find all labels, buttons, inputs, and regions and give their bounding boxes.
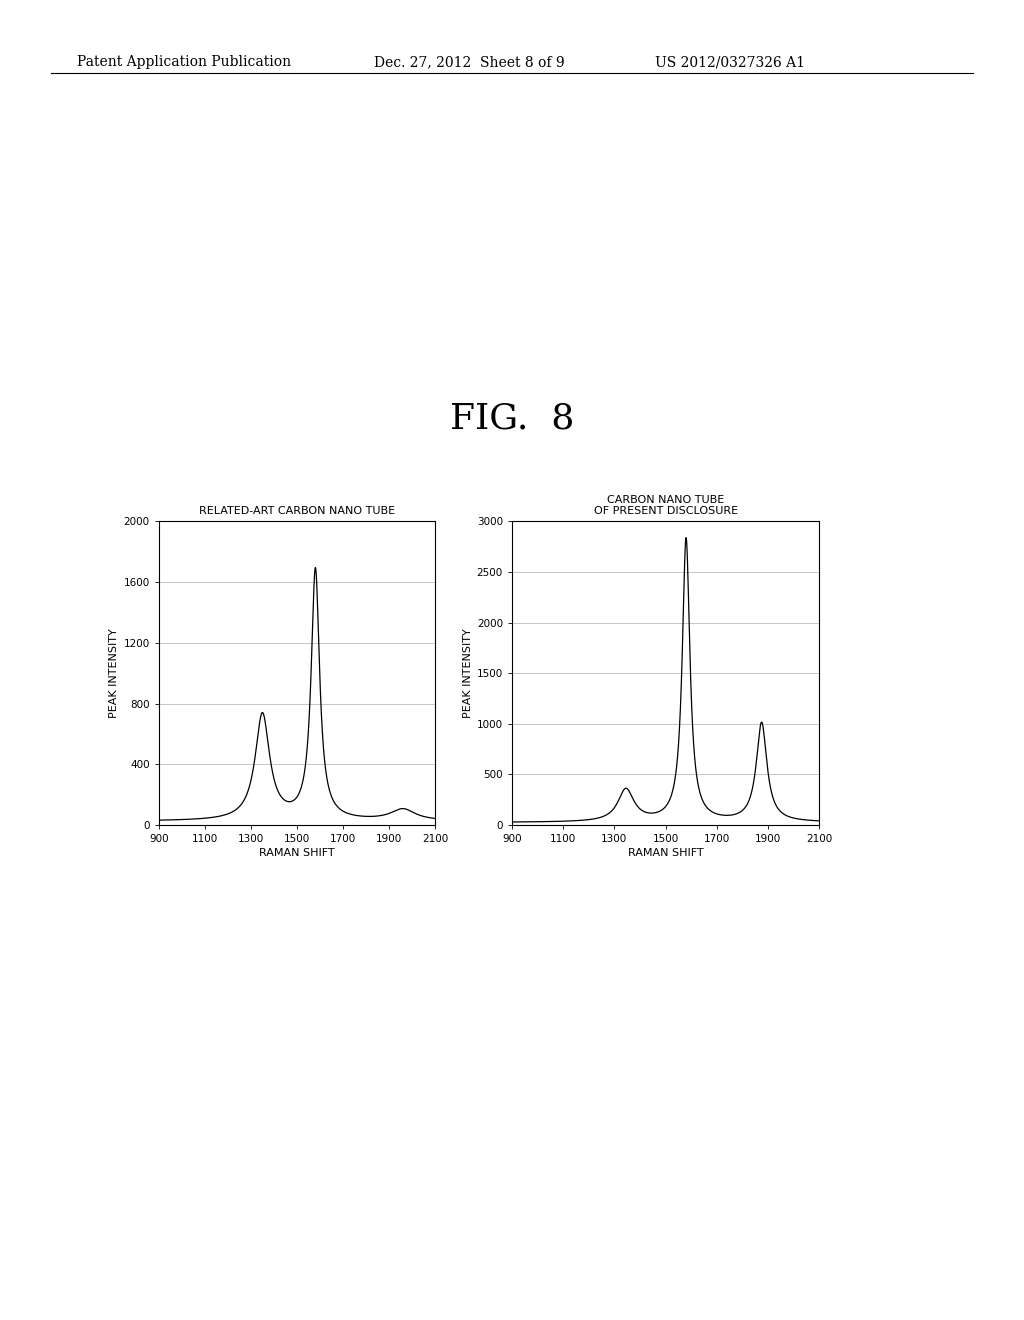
Title: CARBON NANO TUBE
OF PRESENT DISCLOSURE: CARBON NANO TUBE OF PRESENT DISCLOSURE <box>594 495 737 516</box>
Text: Dec. 27, 2012  Sheet 8 of 9: Dec. 27, 2012 Sheet 8 of 9 <box>374 55 564 70</box>
Text: US 2012/0327326 A1: US 2012/0327326 A1 <box>655 55 805 70</box>
Y-axis label: PEAK INTENSITY: PEAK INTENSITY <box>463 628 472 718</box>
Text: Patent Application Publication: Patent Application Publication <box>77 55 291 70</box>
X-axis label: RAMAN SHIFT: RAMAN SHIFT <box>259 849 335 858</box>
X-axis label: RAMAN SHIFT: RAMAN SHIFT <box>628 849 703 858</box>
Title: RELATED-ART CARBON NANO TUBE: RELATED-ART CARBON NANO TUBE <box>199 507 395 516</box>
Y-axis label: PEAK INTENSITY: PEAK INTENSITY <box>110 628 119 718</box>
Text: FIG.  8: FIG. 8 <box>450 401 574 436</box>
